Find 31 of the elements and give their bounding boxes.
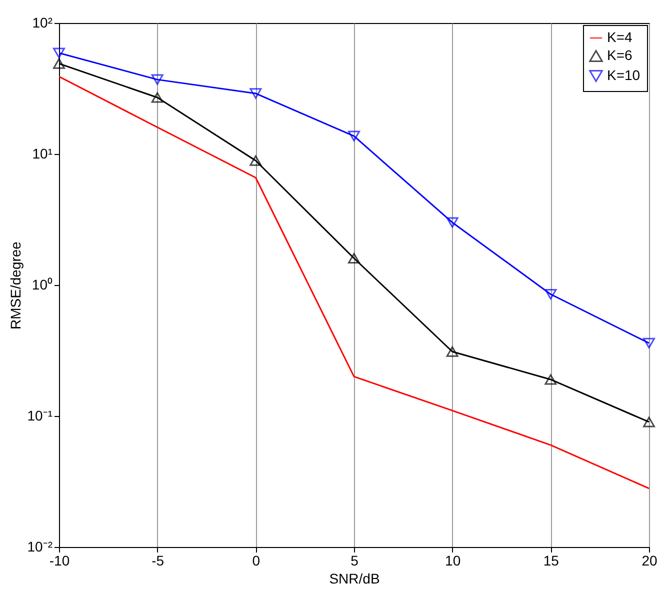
point: [53, 48, 65, 58]
x-tick-label: 10: [445, 552, 461, 568]
point: [348, 252, 360, 264]
x-tick-label: -5: [152, 552, 164, 568]
y-tick-label: 10⁻¹: [27, 408, 53, 424]
point: [446, 217, 458, 228]
point: [250, 88, 262, 99]
point: [544, 374, 557, 385]
y-tick-label: 10²: [32, 14, 53, 30]
x-tick-label: 0: [252, 552, 260, 568]
point: [348, 130, 360, 142]
legend-label: K=10: [607, 67, 640, 83]
x-tick-label: -10: [49, 552, 70, 568]
point: [151, 74, 164, 85]
x-axis-title: SNR/dB: [329, 570, 380, 586]
point: [643, 338, 655, 348]
point: [53, 58, 65, 69]
point: [544, 288, 557, 300]
point: [446, 346, 458, 357]
y-tick-label: 10⁰: [32, 276, 52, 292]
point: [643, 416, 655, 428]
legend-label: K=6: [607, 47, 633, 63]
y-axis-title: RMSE/degree: [7, 241, 24, 330]
point: [151, 92, 164, 103]
x-tick-label: 5: [350, 552, 359, 568]
point: [250, 155, 262, 166]
x-tick-label: 15: [543, 552, 560, 568]
y-tick-label: 10⁻²: [27, 538, 53, 554]
legend-label: K=4: [607, 29, 633, 45]
x-tick-label: 20: [642, 552, 658, 568]
y-tick-label: 10¹: [32, 146, 53, 162]
